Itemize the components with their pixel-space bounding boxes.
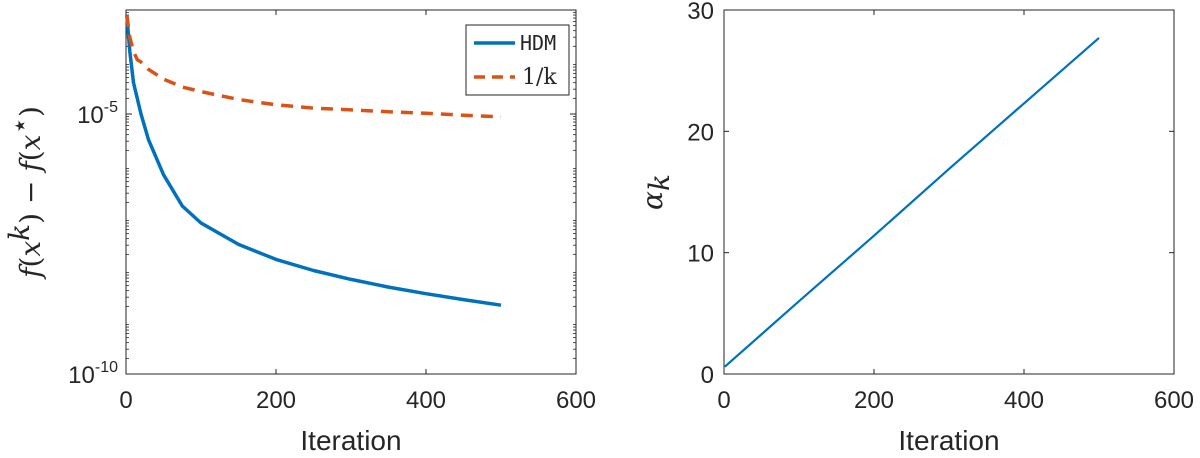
alpha-plot: 0 200 400 600 0 10 20 30 Iteration αk (636, 0, 1194, 456)
x-axis-label-right: Iteration (898, 425, 999, 456)
legend: HDM 1/k (465, 24, 570, 96)
y-tick-label-right: 10 (687, 241, 714, 268)
x-tick-label-left: 400 (406, 387, 446, 414)
x-tick-label-left: 600 (556, 387, 596, 414)
x-tick-label-right: 200 (854, 387, 894, 414)
y-tick-label-right: 0 (701, 362, 714, 389)
legend-label-1-over-k: 1/k (522, 65, 557, 90)
hdm-gap-plot: 0 200 400 600 10-10 10-5 HDM 1/k Iteration f(… (3, 9, 596, 456)
series-line-alpha (724, 37, 1100, 368)
y-tick-label-right: 20 (687, 119, 714, 146)
y-axis-label-right: αk (636, 174, 676, 210)
legend-label-hdm: HDM (520, 31, 556, 55)
series-line-1-over-k (125, 14, 502, 119)
x-tick-label-right: 400 (1004, 387, 1044, 414)
x-tick-label-left: 0 (119, 387, 132, 414)
y-tick-label-left: 10-5 (77, 99, 118, 129)
x-tick-label-right: 600 (1154, 387, 1194, 414)
y-tick-label-right: 30 (687, 0, 714, 25)
series-line-hdm (125, 14, 502, 307)
x-axis-label-left: Iteration (300, 425, 401, 456)
y-axis-label-left: f(xk) − f(x⋆) (3, 106, 47, 280)
y-tick-label-left: 10-10 (68, 359, 118, 389)
x-tick-label-left: 200 (256, 387, 296, 414)
legend-box (465, 24, 570, 96)
x-tick-label-right: 0 (717, 387, 730, 414)
plot-area-right (723, 9, 1175, 375)
